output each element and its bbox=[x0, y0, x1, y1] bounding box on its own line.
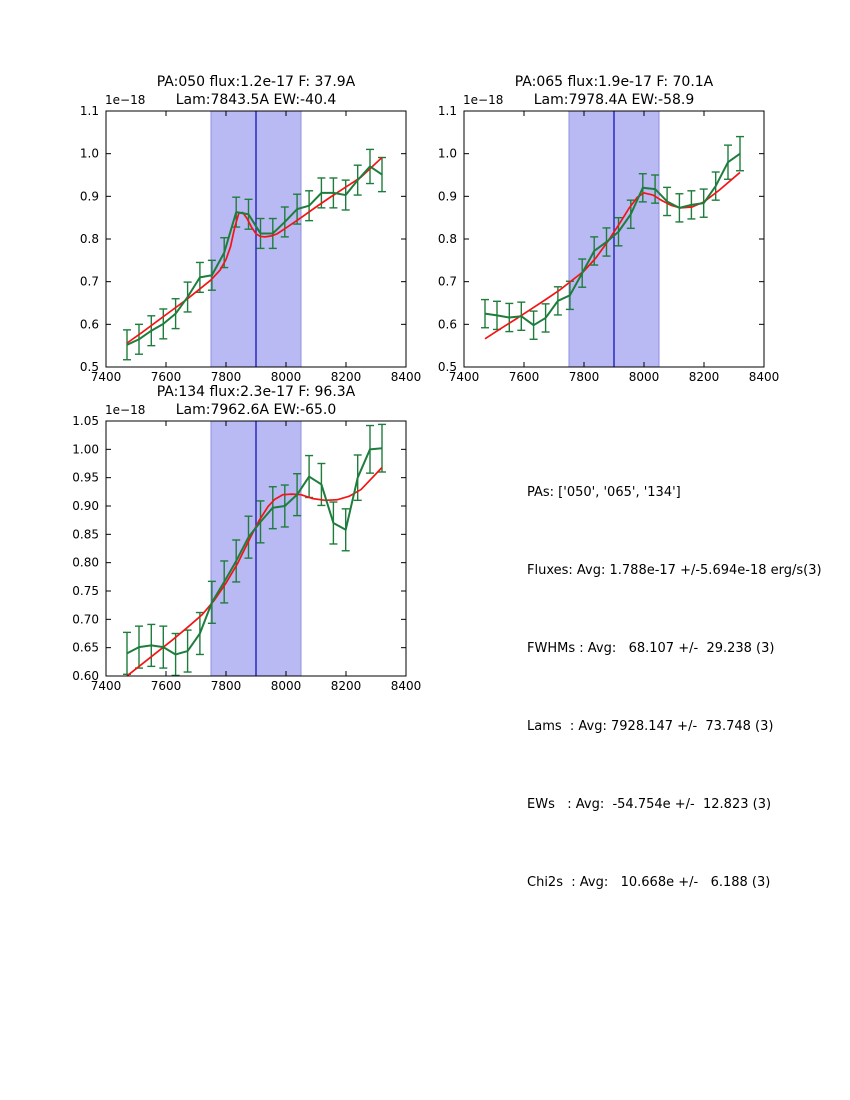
y-tick-label: 0.65 bbox=[72, 641, 99, 655]
x-tick-label: 7800 bbox=[211, 679, 242, 693]
x-tick-label: 7800 bbox=[569, 370, 600, 384]
y-ticks bbox=[106, 110, 406, 368]
y-tick-label: 0.5 bbox=[80, 360, 99, 374]
y-tick-label: 0.6 bbox=[80, 317, 99, 331]
y-tick-label: 1.1 bbox=[438, 104, 457, 118]
y-tick-label: 1.05 bbox=[72, 414, 99, 428]
x-tick-label: 7800 bbox=[211, 370, 242, 384]
y-tick-label: 0.5 bbox=[438, 360, 457, 374]
y-tick-label: 0.6 bbox=[438, 317, 457, 331]
x-tick-label: 8200 bbox=[331, 370, 362, 384]
stats-line-fluxes: Fluxes: Avg: 1.788e-17 +/-5.694e-18 erg/… bbox=[527, 563, 822, 578]
y-tick-label: 0.85 bbox=[72, 527, 99, 541]
x-tick-label: 8000 bbox=[271, 679, 302, 693]
x-tick-label: 7600 bbox=[151, 370, 182, 384]
x-tick-label: 8200 bbox=[331, 679, 362, 693]
y-tick-label: 0.8 bbox=[80, 232, 99, 246]
chart-title-line1: PA:134 flux:2.3e-17 F: 96.3A bbox=[156, 384, 356, 400]
chart-title-line2: Lam:7843.5A EW:-40.4 bbox=[175, 92, 337, 108]
chart-title-line2: Lam:7962.6A EW:-65.0 bbox=[175, 402, 337, 418]
stats-line-chi2s: Chi2s : Avg: 10.668e +/- 6.188 (3) bbox=[527, 875, 771, 890]
stats-line-fwhms: FWHMs : Avg: 68.107 +/- 29.238 (3) bbox=[527, 641, 775, 656]
stats-line-lams: Lams : Avg: 7928.147 +/- 73.748 (3) bbox=[527, 719, 774, 734]
y-tick-label: 1.0 bbox=[80, 147, 99, 161]
subplot-pa050: 7400 7600 7800 8000 8200 8400 0.5 0.6 0.7 0.8 0.9 1… bbox=[80, 93, 421, 384]
y-tick-label: 0.80 bbox=[72, 556, 99, 570]
y-tick-label: 0.75 bbox=[72, 584, 99, 598]
chart-title-line2: Lam:7978.4A EW:-58.9 bbox=[533, 92, 695, 108]
y-axis-offset-label: 1e−18 bbox=[463, 93, 503, 107]
y-tick-label: 0.7 bbox=[80, 275, 99, 289]
chart-title-pa050: PA:050 flux:1.2e-17 F: 37.9A Lam:7843.5A … bbox=[86, 73, 426, 109]
y-tick-label: 0.70 bbox=[72, 612, 99, 626]
y-axis-offset-label: 1e−18 bbox=[105, 403, 145, 417]
subplot-pa134: 7400 7600 7800 8000 8200 8400 0.60 0.65 0.70 0.75… bbox=[72, 403, 421, 693]
fit-line bbox=[126, 156, 383, 344]
x-ticks bbox=[105, 421, 407, 676]
chart-title-pa134: PA:134 flux:2.3e-17 F: 96.3A Lam:7962.6A … bbox=[86, 383, 426, 419]
y-tick-label: 1.1 bbox=[80, 104, 99, 118]
y-tick-label: 0.95 bbox=[72, 471, 99, 485]
y-tick-label: 1.00 bbox=[72, 442, 99, 456]
y-tick-label: 1.0 bbox=[438, 147, 457, 161]
x-tick-label: 7600 bbox=[509, 370, 540, 384]
chart-title-line1: PA:065 flux:1.9e-17 F: 70.1A bbox=[514, 74, 714, 90]
stats-line-pas: PAs: ['050', '065', '134'] bbox=[527, 485, 681, 500]
x-tick-label: 7400 bbox=[91, 679, 122, 693]
fit-line bbox=[484, 171, 741, 340]
x-tick-label: 8400 bbox=[391, 370, 422, 384]
x-tick-label: 8200 bbox=[689, 370, 720, 384]
x-ticks bbox=[463, 111, 765, 367]
x-tick-label: 7600 bbox=[151, 679, 182, 693]
chart-title-pa065: PA:065 flux:1.9e-17 F: 70.1A Lam:7978.4A … bbox=[444, 73, 784, 109]
y-tick-label: 0.7 bbox=[438, 275, 457, 289]
y-axis-offset-label: 1e−18 bbox=[105, 93, 145, 107]
x-tick-label: 7400 bbox=[91, 370, 122, 384]
x-tick-label: 8000 bbox=[271, 370, 302, 384]
spectrum-line bbox=[126, 165, 383, 346]
x-tick-label: 7400 bbox=[449, 370, 480, 384]
subplot-pa065: 7400 7600 7800 8000 8200 8400 0.5 0.6 0.7 0.8 0.9 1… bbox=[438, 93, 779, 384]
x-ticks bbox=[105, 111, 407, 367]
y-tick-label: 0.60 bbox=[72, 669, 99, 683]
error-bar bbox=[123, 329, 131, 361]
stats-line-ews: EWs : Avg: -54.754e +/- 12.823 (3) bbox=[527, 797, 772, 812]
y-ticks bbox=[464, 110, 764, 368]
y-tick-label: 0.90 bbox=[72, 499, 99, 513]
y-tick-label: 0.9 bbox=[438, 189, 457, 203]
y-tick-label: 0.8 bbox=[438, 232, 457, 246]
chart-title-line1: PA:050 flux:1.2e-17 F: 37.9A bbox=[156, 74, 356, 90]
x-tick-label: 8400 bbox=[391, 679, 422, 693]
x-tick-label: 8000 bbox=[629, 370, 660, 384]
stats-panel: PAs: ['050', '065', '134'] Fluxes: Avg: … bbox=[527, 428, 822, 948]
spectrum-line bbox=[484, 152, 741, 327]
spectrum-line bbox=[126, 447, 383, 656]
fit-line bbox=[126, 466, 383, 677]
axes-frame bbox=[105, 420, 407, 677]
x-tick-label: 8400 bbox=[749, 370, 780, 384]
y-ticks bbox=[106, 420, 406, 677]
y-tick-label: 0.9 bbox=[80, 189, 99, 203]
